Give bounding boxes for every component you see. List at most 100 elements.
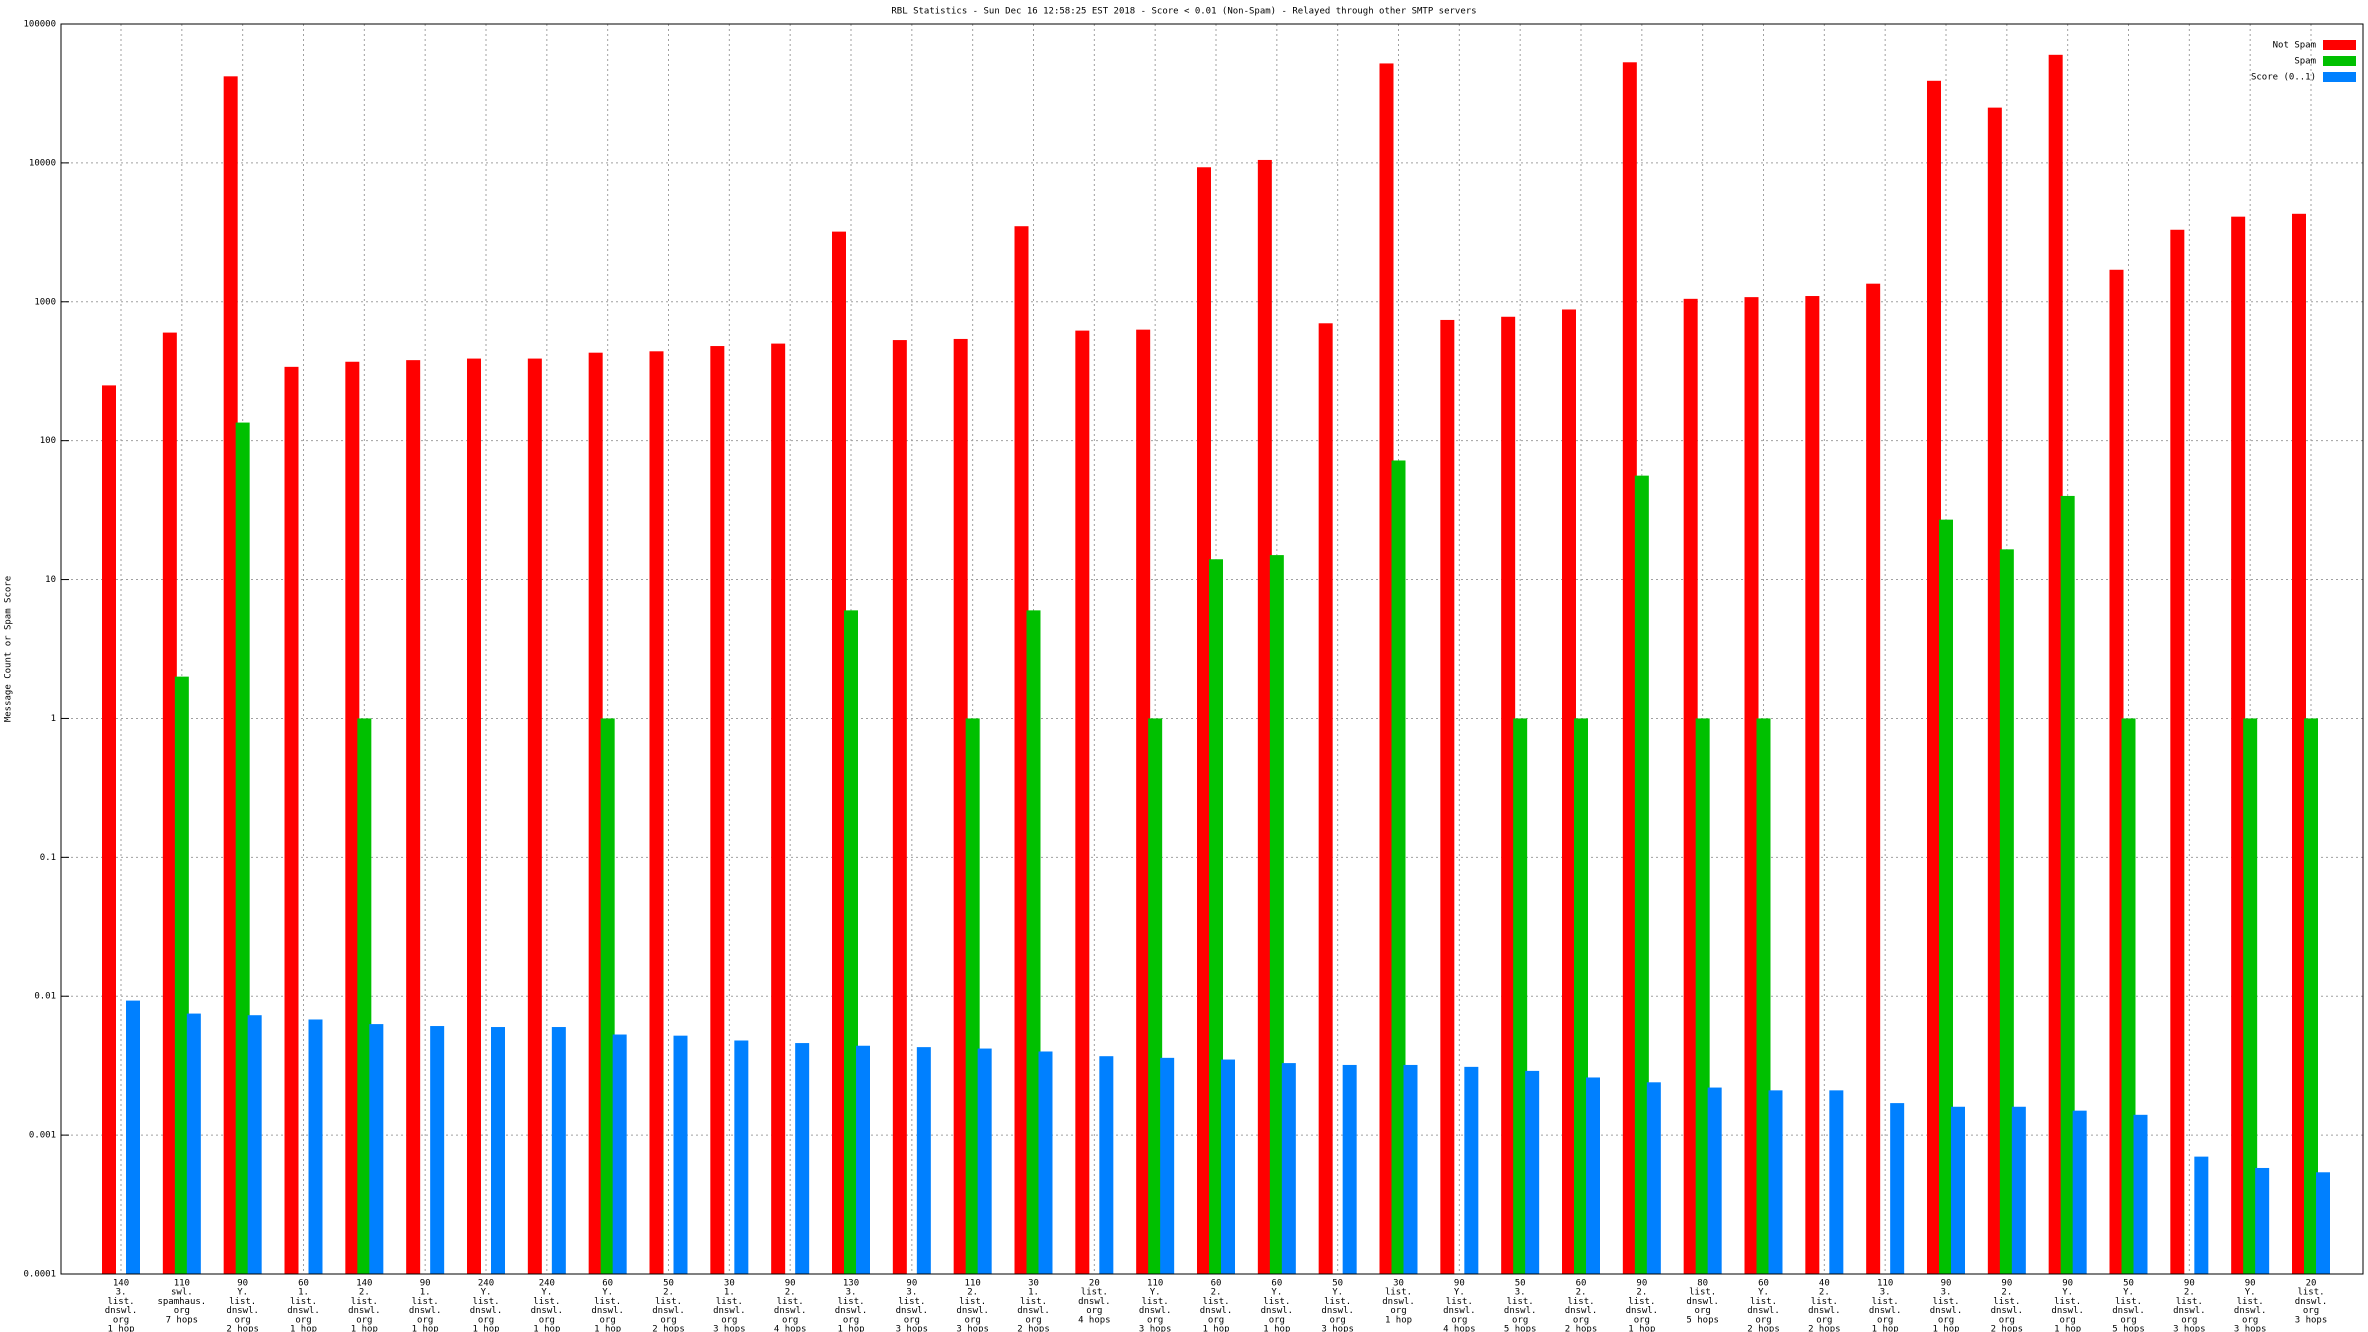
x-tick-label: 2 hops <box>1565 1325 1598 1332</box>
x-tick-label: dnswl. <box>1200 1306 1233 1316</box>
bar <box>2060 495 2075 1274</box>
x-tick-label: 90 <box>2184 1279 2195 1289</box>
x-tick-label: 3. <box>1941 1288 1952 1298</box>
x-tick-label: 3 hops <box>2295 1315 2328 1325</box>
x-tick-label: list. <box>1385 1288 1412 1298</box>
x-tick-label: list. <box>837 1297 864 1307</box>
x-tick-label: 40 <box>1819 1279 1830 1289</box>
x-tick-label: org <box>1208 1315 1224 1325</box>
x-tick-label: org <box>721 1315 737 1325</box>
x-tick-label: dnswl. <box>348 1306 381 1316</box>
x-tick-label: 3. <box>906 1288 917 1298</box>
x-tick-label: 240 <box>539 1279 555 1289</box>
x-tick-label: swl. <box>171 1288 193 1298</box>
x-tick-label: dnswl. <box>652 1306 685 1316</box>
x-tick-label: 60 <box>298 1279 309 1289</box>
x-tick-label: 2. <box>359 1288 370 1298</box>
x-tick-label: list. <box>1811 1297 1838 1307</box>
bar <box>284 366 299 1274</box>
bar <box>1440 319 1455 1274</box>
x-tick-label: dnswl. <box>1991 1306 2024 1316</box>
x-tick-label: org <box>417 1315 433 1325</box>
bar <box>1209 559 1223 1274</box>
bar <box>2316 1172 2330 1274</box>
x-tick-label: 5 hops <box>1504 1325 1537 1332</box>
x-tick-label: org <box>1999 1315 2015 1325</box>
x-tick-label: org <box>539 1315 555 1325</box>
bar <box>2133 1114 2148 1274</box>
x-tick-label: 1 hop <box>1263 1325 1290 1332</box>
bar <box>162 332 177 1275</box>
x-tick-label: 5 hops <box>1686 1315 1719 1325</box>
x-tick-label: 90 <box>1454 1279 1465 1289</box>
x-tick-label: dnswl. <box>105 1306 138 1316</box>
x-tick-label: list. <box>1446 1297 1473 1307</box>
bar <box>977 1048 992 1274</box>
bar <box>1683 298 1698 1274</box>
x-tick-label: spamhaus. <box>157 1297 206 1307</box>
x-tick-label: dnswl. <box>226 1306 259 1316</box>
bar <box>1890 1103 1905 1274</box>
legend-swatch <box>2323 72 2356 82</box>
x-tick-label: 90 <box>1941 1279 1952 1289</box>
x-tick-label: list. <box>2054 1297 2081 1307</box>
x-tick-label: 2 hops <box>1017 1325 1050 1332</box>
x-tick-label: list. <box>107 1297 134 1307</box>
y-tick-label: 10000 <box>29 158 56 168</box>
x-tick-label: org <box>965 1315 981 1325</box>
x-tick-label: 3 hops <box>2234 1325 2267 1332</box>
x-tick-label: 30 <box>724 1279 735 1289</box>
y-tick-label: 0.1 <box>40 853 56 863</box>
x-tick-label: 2. <box>1576 1288 1587 1298</box>
x-tick-label: 1 hop <box>837 1325 864 1332</box>
legend-label: Not Spam <box>2273 41 2316 51</box>
bar <box>2048 54 2063 1274</box>
x-tick-label: org <box>2181 1315 2197 1325</box>
x-tick-label: 80 <box>1697 1279 1708 1289</box>
x-tick-label: 110 <box>965 1279 981 1289</box>
bar <box>467 358 481 1275</box>
x-tick-label: org <box>478 1315 494 1325</box>
bar <box>527 358 542 1275</box>
plot-border <box>60 23 2364 1275</box>
bar <box>649 351 664 1275</box>
x-tick-label: org <box>904 1315 920 1325</box>
x-tick-label: org <box>235 1315 251 1325</box>
x-tick-label: dnswl. <box>1504 1306 1537 1316</box>
x-tick-label: dnswl. <box>1261 1306 1294 1316</box>
x-tick-label: 90 <box>2001 1279 2012 1289</box>
x-tick-label: 1 hop <box>533 1325 560 1332</box>
x-tick-label: list. <box>1628 1297 1655 1307</box>
bar <box>1646 1082 1661 1274</box>
x-tick-label: list. <box>290 1297 317 1307</box>
y-tick-label: 1000 <box>34 297 56 307</box>
x-tick-label: list. <box>229 1297 256 1307</box>
bar <box>1695 718 1710 1274</box>
x-tick-label: Y. <box>602 1288 613 1298</box>
x-tick-label: org <box>1695 1306 1711 1316</box>
x-tick-label: list. <box>1020 1297 1047 1307</box>
x-tick-label: list. <box>1263 1297 1290 1307</box>
x-tick-label: org <box>1573 1315 1589 1325</box>
x-tick-label: org <box>1512 1315 1528 1325</box>
x-tick-label: list. <box>1750 1297 1777 1307</box>
x-tick-label: Y. <box>481 1288 492 1298</box>
x-tick-label: 3. <box>116 1288 127 1298</box>
legend-swatch <box>2323 56 2356 66</box>
chart-title: RBL Statistics - Sun Dec 16 12:58:25 EST… <box>891 7 1476 17</box>
bar <box>102 385 116 1274</box>
x-tick-label: dnswl. <box>713 1306 746 1316</box>
y-tick-label: 0.01 <box>34 992 56 1002</box>
x-tick-label: Y. <box>1758 1288 1769 1298</box>
bar <box>673 1035 688 1274</box>
x-tick-label: list. <box>959 1297 986 1307</box>
x-tick-label: list. <box>412 1297 439 1307</box>
x-tick-label: Y. <box>237 1288 248 1298</box>
x-tick-label: dnswl. <box>470 1306 503 1316</box>
x-tick-label: list. <box>1507 1297 1534 1307</box>
bar <box>2304 718 2318 1274</box>
x-tick-label: list. <box>2115 1297 2142 1307</box>
x-tick-label: dnswl. <box>1565 1306 1598 1316</box>
x-tick-label: 3 hops <box>896 1325 929 1332</box>
x-tick-label: 90 <box>2062 1279 2073 1289</box>
